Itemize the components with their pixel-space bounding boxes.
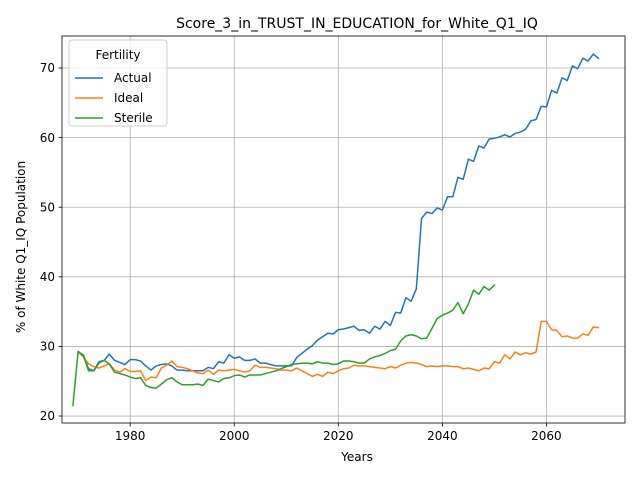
x-tick-label: 2060 [531, 429, 562, 443]
y-tick-label: 50 [40, 200, 55, 214]
y-tick-label: 30 [40, 340, 55, 354]
x-axis-ticks: 1980 2000 2020 2040 2060 [115, 423, 562, 443]
series-line-ideal [77, 320, 600, 382]
chart-title: Score_3_in_TRUST_IN_EDUCATION_for_White_… [176, 16, 538, 32]
legend-title: Fertility [95, 48, 140, 62]
y-tick-label: 20 [40, 409, 55, 423]
series-lines [72, 53, 600, 407]
y-axis-ticks: 20 30 40 50 60 70 [40, 61, 62, 423]
x-tick-label: 1980 [115, 429, 146, 443]
series-line-sterile [72, 284, 496, 407]
y-tick-label: 70 [40, 61, 55, 75]
y-axis-label: % of White Q1_IQ Population [14, 161, 28, 333]
y-tick-label: 40 [40, 270, 55, 284]
x-tick-label: 2000 [219, 429, 250, 443]
series-line-actual [77, 53, 600, 372]
legend-label-ideal: Ideal [114, 91, 143, 105]
legend-label-actual: Actual [114, 71, 152, 85]
x-axis-label: Years [340, 450, 373, 464]
x-tick-label: 2040 [427, 429, 458, 443]
y-tick-label: 60 [40, 131, 55, 145]
legend: Fertility Actual Ideal Sterile [68, 39, 168, 127]
x-tick-label: 2020 [323, 429, 354, 443]
plot-frame [61, 35, 626, 424]
legend-box [68, 39, 168, 127]
legend-label-sterile: Sterile [114, 111, 153, 125]
